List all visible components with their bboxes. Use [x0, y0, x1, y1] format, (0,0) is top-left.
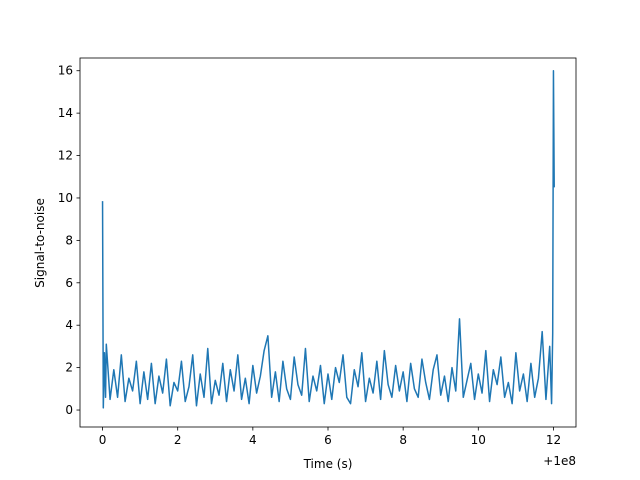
x-tick-label: 10: [471, 433, 486, 447]
x-tick-label: 6: [324, 433, 332, 447]
y-tick-label: 14: [58, 106, 73, 120]
x-tick-label: 8: [399, 433, 407, 447]
y-tick-label: 10: [58, 191, 73, 205]
x-tick-label: 2: [174, 433, 182, 447]
y-tick-label: 12: [58, 149, 73, 163]
x-tick-label: 4: [249, 433, 257, 447]
y-tick-label: 8: [65, 233, 73, 247]
x-tick-label: 0: [99, 433, 107, 447]
y-tick-label: 0: [65, 403, 73, 417]
x-tick-label: 12: [546, 433, 561, 447]
y-axis-label: Signal-to-noise: [33, 198, 47, 288]
y-tick-label: 2: [65, 361, 73, 375]
y-tick-label: 4: [65, 318, 73, 332]
y-tick-label: 16: [58, 64, 73, 78]
data-line: [101, 69, 555, 409]
x-axis-label: Time (s): [303, 457, 353, 471]
x-offset-label: +1e8: [543, 454, 576, 468]
y-tick-label: 6: [65, 276, 73, 290]
